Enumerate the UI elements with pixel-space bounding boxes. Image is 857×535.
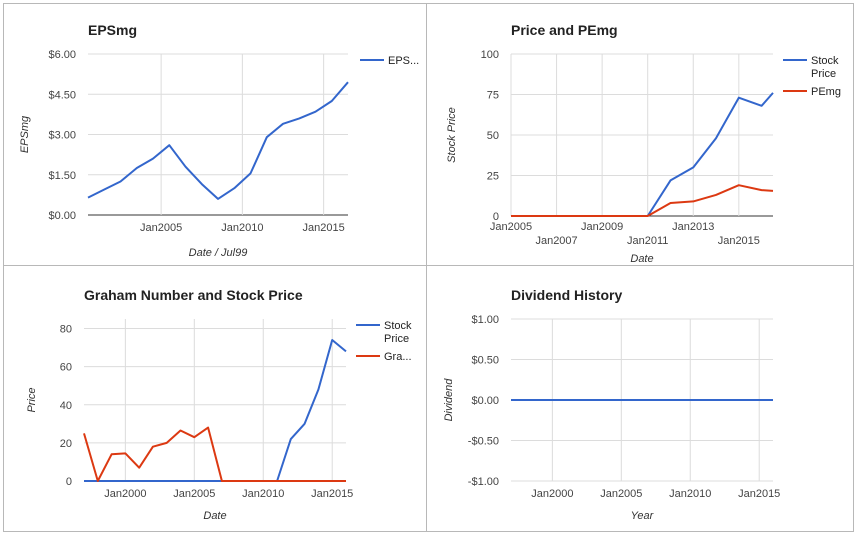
y-tick-label: 20 [60, 438, 72, 450]
x-tick-label: Jan2005 [490, 221, 532, 233]
x-tick-label: Jan2005 [600, 488, 642, 500]
x-tick-label: Jan2013 [672, 221, 714, 233]
y-tick-label: 25 [487, 171, 499, 183]
y-axis-label: Stock Price [446, 107, 458, 163]
legend-label: Stock [384, 320, 412, 332]
y-tick-label: $4.50 [48, 89, 76, 101]
chart-panel-dividend: Dividend History -$1.00 -$0.50 $0.00 $0.50 $1… [426, 265, 854, 532]
y-tick-label: 75 [487, 90, 499, 102]
y-axis-label: EPSmg [19, 115, 31, 153]
legend-label: Price [384, 333, 409, 345]
legend-label: Price [811, 68, 836, 80]
series-line-stock-price [511, 92, 774, 217]
y-axis-label: Price [26, 387, 38, 412]
y-tick-label: -$1.00 [468, 476, 499, 488]
x-tick-label: Jan2010 [242, 488, 284, 500]
x-tick-label: Jan2005 [173, 488, 215, 500]
x-tick-label: Jan2011 [627, 235, 668, 247]
legend-label: PEmg [811, 86, 841, 98]
x-tick-label: Jan2005 [140, 222, 182, 234]
y-tick-label: $0.00 [48, 210, 76, 222]
y-tick-label: 0 [66, 476, 72, 488]
y-tick-label: $0.00 [471, 395, 499, 407]
x-tick-label: Jan2000 [104, 488, 146, 500]
chart-title: EPSmg [88, 22, 137, 38]
x-axis-label: Date [630, 253, 653, 265]
series-line-gra [83, 426, 346, 482]
chart-svg-graham: Graham Number and Stock Price 0 20 40 60 80 Ja… [26, 287, 412, 522]
y-tick-label: -$0.50 [468, 436, 499, 448]
y-tick-label: 40 [60, 400, 72, 412]
y-tick-label: 60 [60, 362, 72, 374]
y-tick-label: $1.50 [48, 170, 76, 182]
legend-label: Gra... [384, 351, 412, 363]
x-tick-label: Jan2015 [718, 235, 760, 247]
chart-panel-price-pemg: Price and PEmg 0 25 50 75 100 Jan2005 Jan2007 Ja… [426, 3, 854, 266]
y-tick-label: 80 [60, 324, 72, 336]
series-line-eps [87, 81, 349, 200]
legend-label: Stock [811, 55, 839, 67]
chart-title: Dividend History [511, 287, 622, 303]
x-tick-label: Jan2010 [669, 488, 711, 500]
y-tick-label: $3.00 [48, 130, 76, 142]
x-tick-label: Jan2007 [535, 235, 577, 247]
y-tick-label: $6.00 [48, 49, 76, 61]
y-tick-label: $0.50 [471, 355, 499, 367]
x-tick-label: Jan2010 [221, 222, 263, 234]
x-tick-label: Jan2015 [738, 488, 780, 500]
chart-title: Price and PEmg [511, 22, 618, 38]
chart-svg-dividend: Dividend History -$1.00 -$0.50 $0.00 $0.50 $1… [443, 287, 780, 522]
chart-svg-epsmg: EPSmg $0.00 $1.50 $3.00 $4.50 $6.00 Jan2005 Jan… [19, 22, 419, 259]
chart-panel-graham: Graham Number and Stock Price 0 20 40 60 80 Ja… [3, 265, 427, 532]
x-tick-label: Jan2000 [531, 488, 573, 500]
y-axis-label: Dividend [443, 378, 455, 422]
series-line-pemg [511, 184, 774, 217]
series-line-stock-price [84, 339, 347, 482]
chart-title: Graham Number and Stock Price [84, 287, 303, 303]
x-axis-label: Date / Jul99 [189, 247, 248, 259]
x-tick-label: Jan2015 [303, 222, 345, 234]
y-tick-label: 50 [487, 130, 499, 142]
chart-panel-epsmg: EPSmg $0.00 $1.50 $3.00 $4.50 $6.00 Jan2005 Jan… [3, 3, 427, 266]
x-tick-label: Jan2009 [581, 221, 623, 233]
x-axis-label: Year [631, 510, 655, 522]
x-tick-label: Jan2015 [311, 488, 353, 500]
legend-label: EPS... [388, 55, 419, 67]
y-tick-label: 0 [493, 211, 499, 223]
x-axis-label: Date [203, 510, 226, 522]
y-tick-label: $1.00 [471, 314, 499, 326]
y-tick-label: 100 [481, 49, 499, 61]
